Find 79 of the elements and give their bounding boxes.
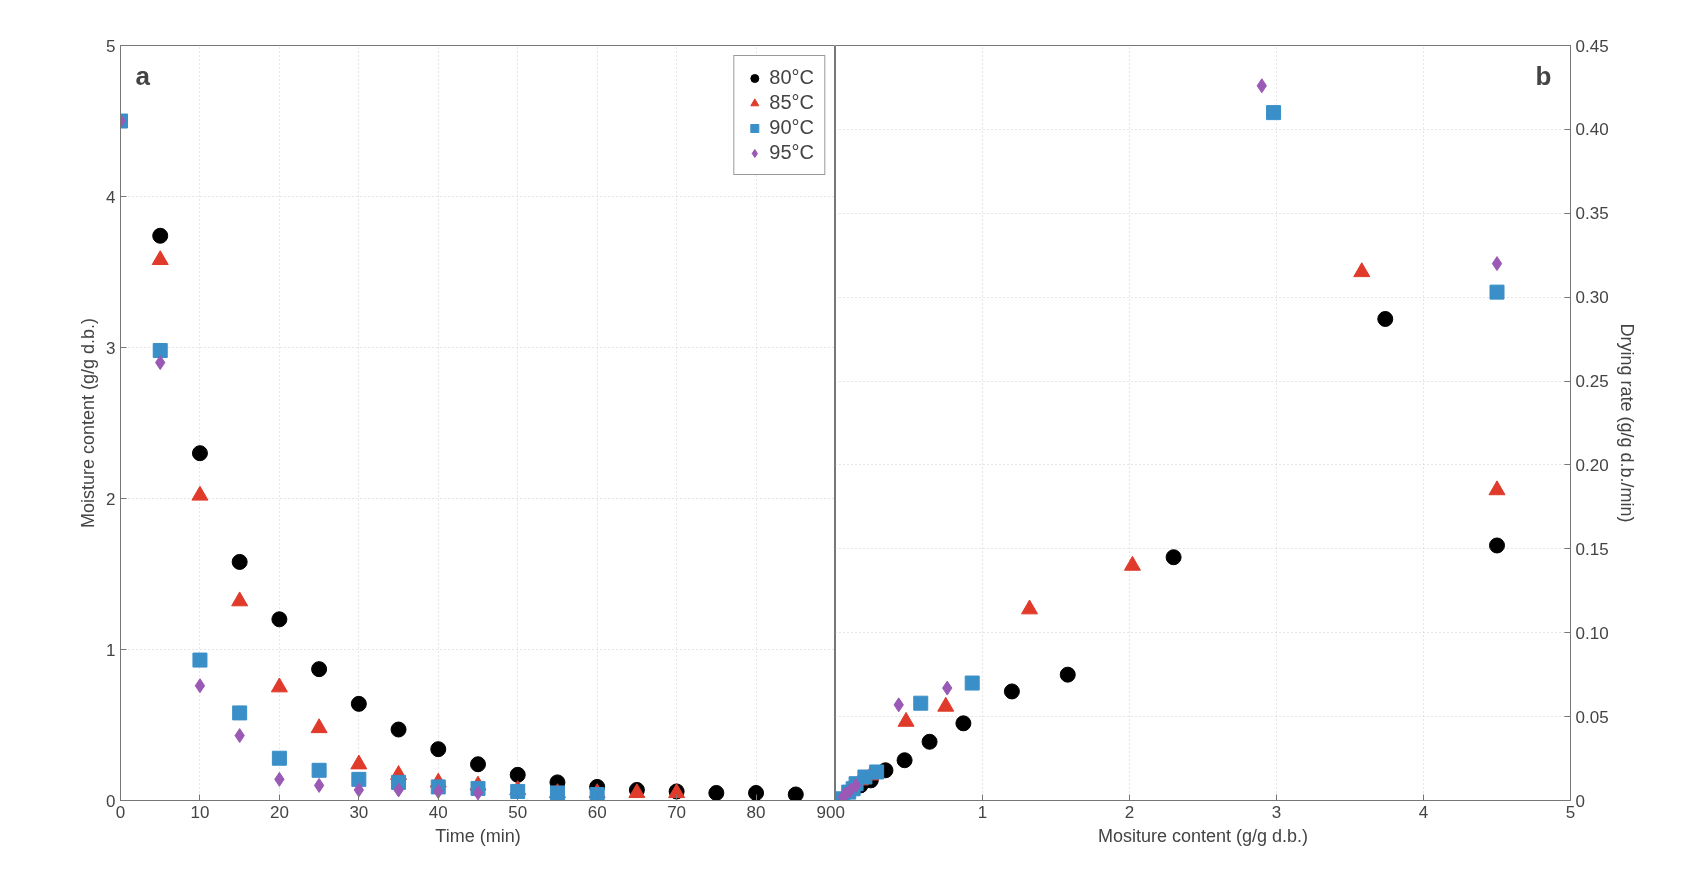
x-tick-label: 20 xyxy=(269,802,289,822)
point xyxy=(913,695,929,711)
x-tick-label: 0 xyxy=(835,802,845,822)
y-tick-label: 4 xyxy=(106,187,116,207)
x-tick-label: 90 xyxy=(816,802,836,822)
x-tick-label: 10 xyxy=(190,802,210,822)
point xyxy=(350,754,368,770)
y2-tick-label: 0.15 xyxy=(1575,539,1609,559)
point xyxy=(231,591,249,607)
point xyxy=(1266,105,1282,121)
legend-label: 80°C xyxy=(769,66,814,89)
legend-label: 85°C xyxy=(769,91,814,114)
point xyxy=(351,771,367,787)
x-tick-label: 2 xyxy=(1124,802,1135,822)
point xyxy=(311,661,328,678)
y2-tick-label: 0.30 xyxy=(1575,288,1609,308)
text: b xyxy=(1535,60,1552,91)
y-axis-title: Moisture content (g/g d.b.) xyxy=(78,317,99,529)
point xyxy=(1489,537,1505,554)
point xyxy=(194,678,206,694)
y-tick-label: 5 xyxy=(106,36,116,56)
x-tick-label: 3 xyxy=(1271,802,1282,822)
point xyxy=(310,718,328,734)
y2-tick-label: 0.10 xyxy=(1575,623,1609,643)
point xyxy=(787,786,804,801)
point xyxy=(1165,549,1182,566)
y2-axis-title: Drying rate (g/g d.b./min) xyxy=(1616,323,1637,523)
point xyxy=(921,733,938,750)
x-tick-label: 80 xyxy=(746,802,766,822)
text: a xyxy=(135,60,151,91)
legend-label: 90°C xyxy=(769,116,814,139)
point xyxy=(151,250,169,266)
y2-tick-label: 0.40 xyxy=(1575,120,1609,140)
x-tick-label: 70 xyxy=(667,802,687,822)
y-tick-label: 2 xyxy=(106,489,116,509)
x-axis-title: Time (min) xyxy=(435,825,521,846)
y2-tick-label: 0.45 xyxy=(1575,36,1609,56)
point xyxy=(232,705,248,721)
point xyxy=(1489,284,1505,300)
point xyxy=(472,785,484,801)
point xyxy=(191,445,208,462)
point xyxy=(152,227,169,244)
point xyxy=(1003,683,1020,700)
x-tick-label: 60 xyxy=(587,802,607,822)
point xyxy=(152,343,168,359)
x-tick-label: 5 xyxy=(1565,802,1576,822)
point xyxy=(271,750,287,766)
x-tick-label: 50 xyxy=(508,802,528,822)
x-tick-label: 30 xyxy=(349,802,369,822)
point xyxy=(896,752,913,769)
point xyxy=(390,721,407,738)
y2-tick-label: 0.05 xyxy=(1575,707,1609,727)
x-tick-label: 40 xyxy=(428,802,448,822)
point xyxy=(313,777,325,793)
point xyxy=(748,784,765,801)
point xyxy=(1377,310,1394,327)
point xyxy=(470,756,486,773)
point xyxy=(271,611,288,628)
point xyxy=(231,553,248,570)
y2-tick-label: 0.25 xyxy=(1575,372,1609,392)
point xyxy=(964,675,980,691)
y-tick-label: 1 xyxy=(106,640,116,660)
y2-tick-label: 0.20 xyxy=(1575,455,1609,475)
point xyxy=(1491,256,1503,272)
legend-label: 95°C xyxy=(769,141,814,164)
x-tick-label: 1 xyxy=(977,802,988,822)
x-axis-title: Mositure content (g/g d.b.) xyxy=(1097,825,1309,846)
point xyxy=(270,677,288,693)
point xyxy=(509,766,526,783)
y-tick-label: 3 xyxy=(106,338,116,358)
point xyxy=(1059,666,1076,683)
x-tick-label: 4 xyxy=(1418,802,1429,822)
y2-tick-label: 0.35 xyxy=(1575,204,1609,224)
point xyxy=(430,741,447,758)
point xyxy=(192,652,208,668)
point xyxy=(955,715,972,732)
point xyxy=(350,695,367,712)
point xyxy=(311,762,327,778)
point xyxy=(708,784,725,801)
